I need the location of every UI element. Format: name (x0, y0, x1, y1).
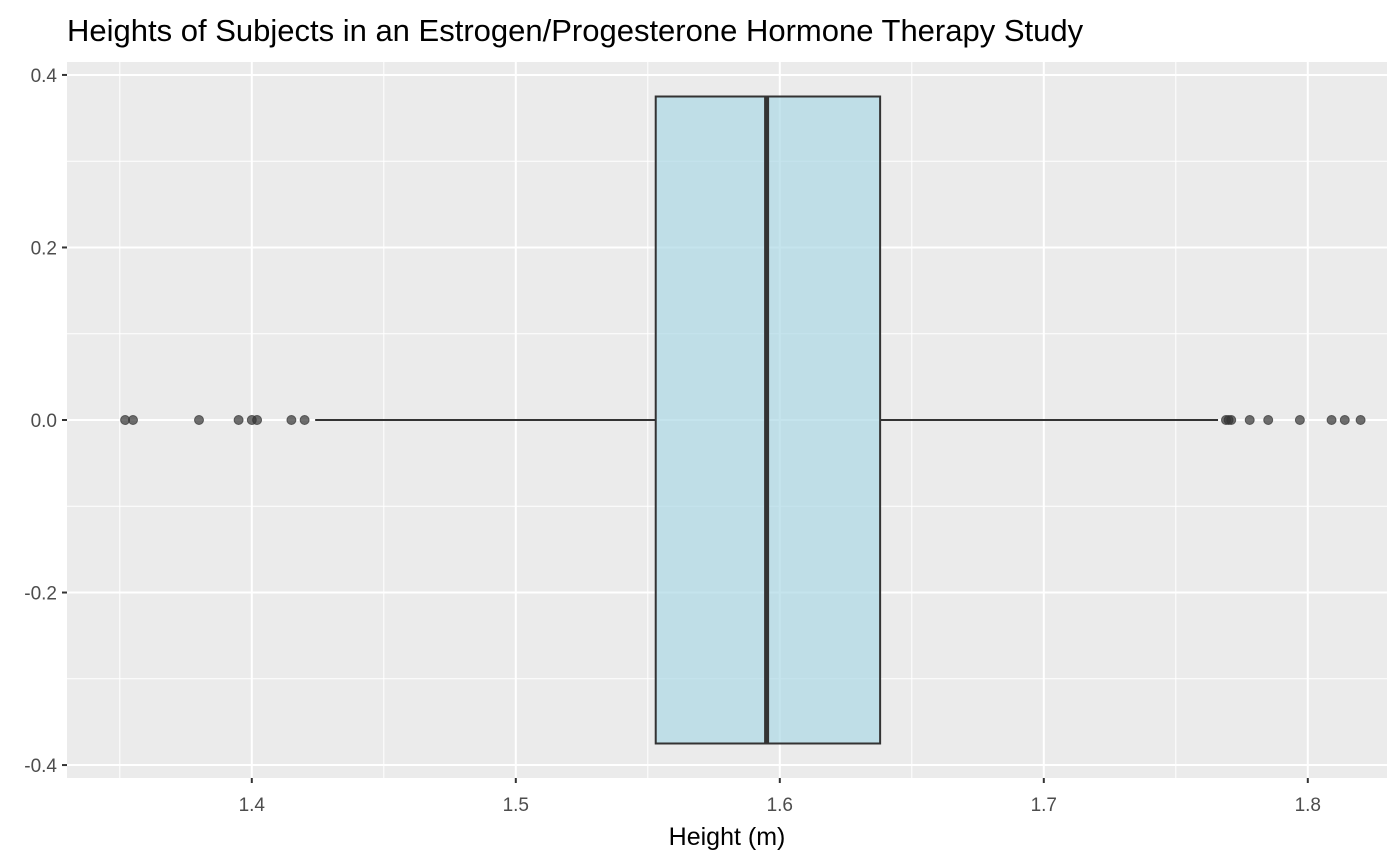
y-tick-label: 0.4 (31, 66, 58, 87)
outlier-point (286, 415, 297, 425)
x-tick-label: 1.8 (1295, 795, 1321, 816)
x-tick-label: 1.5 (503, 795, 529, 816)
x-tick-label: 1.6 (767, 795, 793, 816)
outlier-point (1355, 415, 1366, 425)
y-tick-label: 0.0 (31, 411, 57, 432)
x-tick-label: 1.4 (239, 795, 266, 816)
outlier-point (1244, 415, 1255, 425)
outlier-point (194, 415, 204, 425)
outlier-point (299, 415, 310, 425)
outlier-point (1226, 415, 1237, 425)
x-tick-label: 1.7 (1031, 795, 1057, 816)
axis-layer: 1.4 1.5 1.6 1.7 1.8 0.4 0.2 0.0 -0.2 -0.4 (24, 66, 1321, 816)
chart-title: Heights of Subjects in an Estrogen/Proge… (67, 13, 1084, 48)
y-tick-label: -0.2 (24, 584, 57, 605)
y-tick-label: -0.4 (24, 756, 57, 777)
outlier-point (1339, 415, 1350, 425)
outlier-point (252, 415, 263, 425)
outlier-point (1263, 415, 1274, 425)
outlier-point (1326, 415, 1337, 425)
y-tick-label: 0.2 (31, 238, 57, 259)
outlier-point (233, 415, 244, 425)
x-axis-title: Height (m) (669, 823, 786, 851)
outlier-point (128, 415, 138, 425)
mark-layer (120, 95, 1366, 745)
outlier-point (1294, 415, 1305, 425)
